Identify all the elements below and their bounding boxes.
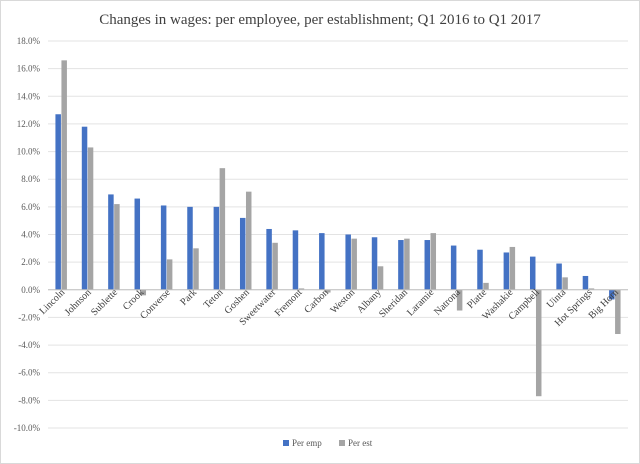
bar — [535, 289, 542, 397]
bar — [477, 249, 483, 290]
legend-swatch — [339, 440, 345, 446]
y-tick-label: -2.0% — [18, 312, 40, 322]
legend-label: Per emp — [292, 438, 322, 448]
y-tick-label: 0.0% — [21, 285, 40, 295]
bar — [345, 234, 351, 290]
bar — [325, 289, 331, 293]
bar — [351, 238, 357, 290]
legend-label: Per est — [348, 438, 373, 448]
y-tick-label: 10.0% — [17, 147, 41, 157]
bar — [556, 263, 562, 290]
bar — [245, 191, 252, 290]
bar — [272, 242, 278, 290]
y-axis-tick-labels: -10.0% -8.0% -6.0% -4.0% -2.0% 0.0% 2.0% 4.0% 6.… — [14, 36, 41, 433]
bar — [140, 289, 147, 296]
bar — [562, 277, 568, 290]
category-label: Uinta — [545, 287, 569, 311]
category-label: Laramie — [405, 287, 437, 319]
bar — [456, 289, 463, 311]
y-tick-label: -4.0% — [18, 340, 40, 350]
category-label: Teton — [202, 287, 226, 311]
y-tick-label: -10.0% — [14, 423, 41, 433]
bar — [213, 206, 220, 290]
bar — [424, 240, 431, 290]
bar — [450, 245, 457, 290]
category-label: Lincoln — [38, 287, 68, 317]
category-label: Sheridan — [377, 287, 410, 320]
bar — [219, 168, 226, 290]
legend-swatch — [283, 440, 289, 446]
bar — [193, 248, 199, 290]
bar — [298, 288, 305, 290]
bar — [319, 233, 325, 290]
bar — [377, 266, 384, 290]
legend: Per emp Per est — [283, 438, 373, 448]
bar — [371, 237, 378, 290]
bar — [292, 230, 299, 290]
bar — [114, 204, 120, 290]
y-tick-label: 12.0% — [17, 119, 41, 129]
bar — [108, 194, 114, 290]
y-tick-label: 6.0% — [21, 202, 40, 212]
bar — [529, 256, 536, 290]
bar — [81, 126, 88, 290]
bar — [55, 114, 61, 290]
y-tick-label: 18.0% — [17, 36, 41, 46]
category-label: Platte — [465, 287, 489, 311]
y-tick-label: 2.0% — [21, 257, 40, 267]
bar — [509, 246, 516, 290]
bar — [266, 228, 272, 290]
category-label: Weston — [328, 287, 357, 316]
bar — [615, 289, 621, 335]
bar — [398, 240, 404, 290]
y-tick-label: 8.0% — [21, 174, 40, 184]
category-label: Sublette — [89, 287, 120, 318]
bar — [430, 233, 437, 290]
y-tick-label: 14.0% — [17, 91, 41, 101]
bar — [134, 198, 141, 290]
category-label: Fremont — [273, 287, 305, 319]
bar — [609, 289, 615, 300]
bar — [483, 282, 489, 290]
bar — [404, 238, 410, 290]
bar — [239, 217, 246, 290]
bar — [187, 206, 193, 290]
y-tick-label: 4.0% — [21, 230, 40, 240]
bars — [55, 60, 621, 397]
y-tick-label: 16.0% — [17, 64, 41, 74]
bar — [588, 288, 595, 290]
y-tick-label: -8.0% — [18, 395, 40, 405]
bar — [503, 252, 510, 290]
chart-title: Changes in wages: per employee, per esta… — [99, 12, 541, 28]
bar — [160, 205, 167, 290]
category-label: Johnson — [63, 287, 94, 318]
y-tick-label: -6.0% — [18, 368, 40, 378]
bar — [582, 275, 589, 290]
bar — [166, 259, 173, 290]
category-label: Carbon — [302, 287, 331, 316]
bar — [61, 60, 67, 290]
bar — [87, 147, 94, 290]
